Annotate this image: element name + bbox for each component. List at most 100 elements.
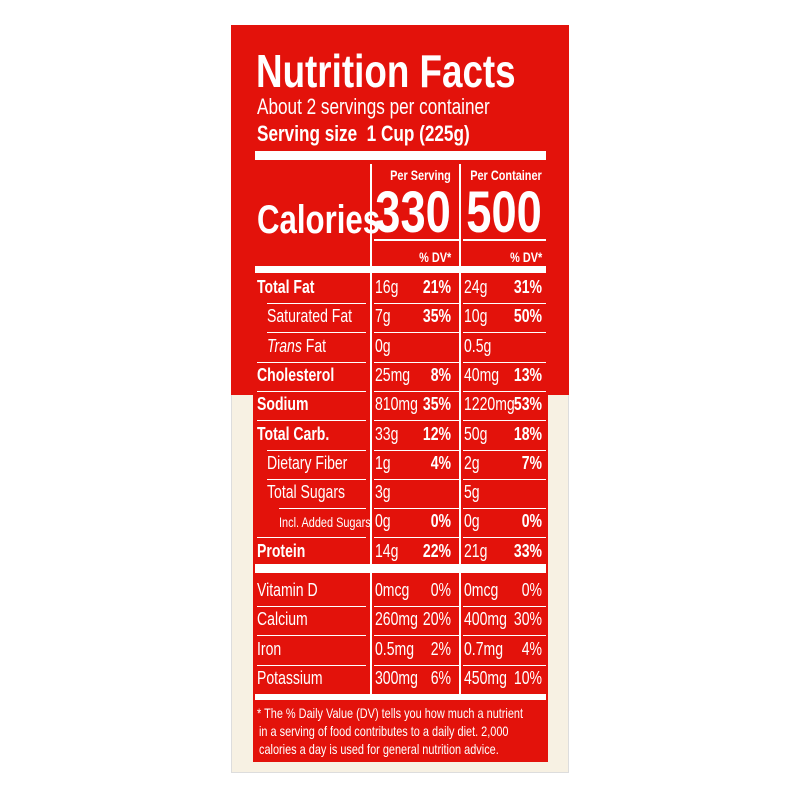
calories-per-serving: 330 [375,180,451,245]
row-divider [374,664,459,666]
nutrition-facts-label: Nutrition Facts About 2 servings per con… [253,38,548,762]
row-divider [463,449,546,451]
per-serving-header: Per Serving [390,167,451,183]
column-divider [370,164,372,694]
per-container-amount: 0.5g [464,335,492,356]
nutrient-name: Incl. Added Sugars [279,514,371,531]
row-divider [463,303,546,304]
per-container-dv: 0% [521,580,542,600]
row-divider [374,537,459,539]
thick-divider [255,694,546,700]
row-divider [257,606,366,607]
nutrient-name: Saturated Fat [267,306,353,327]
per-serving-amount: 33g [375,423,399,444]
nutrient-name: Total Sugars [267,482,346,503]
calories-per-container: 500 [466,180,542,245]
row-divider [374,508,459,510]
per-serving-amount: 1g [375,452,391,473]
per-container-amount: 2g [464,452,480,473]
per-serving-amount: 300mg [375,667,418,688]
per-serving-dv: 8% [430,364,451,385]
nutrient-name-italic: Trans [267,335,302,356]
per-container-amount: 50g [464,423,488,444]
nutrient-name: Iron [257,638,282,659]
per-serving-dv: 35% [422,394,451,415]
footnote-line: * The % Daily Value (DV) tells you how m… [257,705,524,721]
per-serving-dv: 21% [422,277,451,297]
row-divider [463,606,546,607]
nutrient-name: Trans Fat [267,335,327,356]
row-divider [463,390,546,392]
per-container-amount: 0mcg [464,580,499,600]
row-divider [374,449,459,451]
row-divider [267,303,366,304]
row-divider [267,478,366,480]
per-container-amount: 40mg [464,364,500,385]
column-divider [459,164,461,694]
row-divider [463,537,546,539]
per-serving-amount: 0g [375,335,391,356]
row-divider [257,635,366,637]
per-container-dv: 10% [513,667,542,688]
row-divider [374,420,459,422]
per-container-dv: 0% [521,511,542,532]
per-container-amount: 24g [464,277,488,297]
row-divider [267,449,366,451]
nutrient-name: Potassium [257,667,323,688]
per-container-dv: 33% [513,540,542,561]
thin-divider [463,239,546,241]
row-divider [374,606,459,607]
dv-header-container: % DV* [509,249,542,265]
thick-divider [255,151,546,160]
thick-divider [255,564,546,573]
per-container-dv: 30% [513,609,542,630]
per-serving-amount: 810mg [375,394,418,415]
row-divider [374,361,459,363]
per-container-dv: 7% [521,452,542,473]
per-container-dv: 53% [513,394,542,415]
per-serving-amount: 260mg [375,609,418,630]
per-serving-dv: 22% [422,540,451,561]
per-container-amount: 21g [464,540,488,561]
nutrient-name: Protein [257,540,306,561]
per-serving-amount: 7g [375,306,391,327]
per-container-amount: 450mg [464,667,507,688]
dv-header-serving: % DV* [418,249,451,265]
per-serving-dv: 4% [430,452,451,473]
footnote-line: in a serving of food contributes to a da… [259,723,509,739]
row-divider [463,664,546,666]
per-container-header: Per Container [470,167,542,183]
row-divider [463,420,546,422]
per-container-dv: 50% [513,306,542,327]
per-container-dv: 31% [513,277,542,297]
row-divider [267,332,366,334]
row-divider [463,635,546,637]
per-serving-dv: 0% [430,511,451,532]
per-serving-amount: 0.5mg [375,638,415,659]
row-divider [374,390,459,392]
footnote-line: calories a day is used for general nutri… [259,741,499,757]
per-serving-dv: 12% [422,423,451,444]
row-divider [374,635,459,637]
servings-per-container: About 2 servings per container [257,94,490,119]
per-serving-amount: 3g [375,482,391,503]
per-serving-dv: 0% [430,580,451,600]
per-container-amount: 400mg [464,609,507,630]
row-divider [374,478,459,480]
row-divider [463,332,546,334]
per-serving-amount: 25mg [375,364,411,385]
serving-size-label: Serving size [257,121,358,146]
per-serving-dv: 20% [422,609,451,630]
row-divider [374,332,459,334]
nutrient-name: Dietary Fiber [267,452,348,473]
row-divider [374,303,459,304]
row-divider [257,361,366,363]
row-divider [257,537,366,539]
label-title: Nutrition Facts [256,45,516,97]
per-container-dv: 18% [513,423,542,444]
nutrient-name: Calcium [257,609,308,630]
nutrient-name: Cholesterol [257,364,335,385]
thick-divider [255,266,546,273]
per-container-amount: 5g [464,482,480,503]
row-divider [257,420,366,422]
